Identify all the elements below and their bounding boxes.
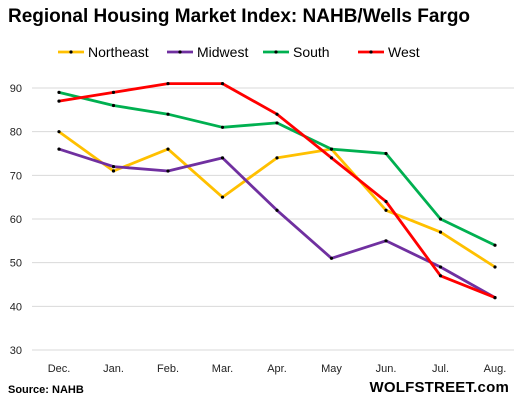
data-point: [493, 265, 497, 269]
data-point: [384, 208, 388, 212]
data-point: [275, 156, 279, 160]
data-point: [438, 274, 443, 278]
legend-marker: [369, 50, 373, 54]
data-point: [220, 82, 225, 86]
data-point: [57, 90, 61, 94]
data-point: [166, 147, 170, 151]
data-point: [111, 103, 116, 108]
legend-marker: [178, 50, 182, 54]
data-point: [384, 239, 388, 243]
data-point: [166, 169, 170, 173]
legend-label: Midwest: [197, 44, 248, 60]
x-tick-label: May: [321, 363, 342, 375]
y-tick-label: 60: [10, 214, 22, 226]
source-note: Source: NAHB: [8, 384, 84, 396]
series-west: [57, 82, 497, 300]
data-point: [329, 147, 334, 151]
chart-title: Regional Housing Market Index: NAHB/Well…: [8, 6, 471, 27]
x-tick-label: Mar.: [212, 363, 233, 375]
data-point: [57, 130, 61, 134]
data-point: [329, 156, 334, 160]
data-point: [329, 256, 334, 260]
legend-marker: [69, 50, 73, 54]
y-tick-label: 80: [10, 127, 22, 139]
data-point: [275, 112, 279, 116]
data-point: [57, 99, 61, 103]
data-point: [438, 230, 443, 234]
data-point: [493, 243, 497, 247]
x-tick-label: Aug.: [484, 363, 507, 375]
legend: Northeast Midwest South West: [58, 44, 420, 60]
data-point: [438, 217, 443, 221]
legend-label: West: [388, 44, 420, 60]
series-south: [57, 90, 497, 247]
legend-label: South: [293, 44, 330, 60]
data-point: [166, 82, 170, 86]
data-point: [220, 125, 225, 129]
data-point: [493, 296, 497, 300]
data-point: [438, 265, 443, 269]
y-tick-label: 30: [10, 345, 22, 357]
x-tick-label: Dec.: [48, 363, 71, 375]
data-point: [275, 208, 279, 212]
brand-watermark: WOLFSTREET.com: [369, 379, 509, 396]
data-point: [166, 112, 170, 116]
legend-item-northeast: Northeast: [58, 44, 149, 60]
data-point: [275, 121, 279, 125]
x-tick-label: Jul.: [432, 363, 449, 375]
y-tick-label: 90: [10, 83, 22, 95]
legend-marker: [274, 50, 278, 54]
y-axis-ticks: 30 40 50 60 70 80 90: [10, 83, 22, 357]
legend-item-south: South: [263, 44, 330, 60]
data-point: [384, 151, 388, 156]
legend-item-midwest: Midwest: [167, 44, 248, 60]
x-axis-ticks: Dec. Jan. Feb. Mar. Apr. May Jun. Jul. Aug.: [48, 363, 507, 375]
y-tick-label: 50: [10, 258, 22, 270]
data-point: [111, 90, 116, 94]
legend-item-west: West: [358, 44, 420, 60]
x-tick-label: Feb.: [157, 363, 179, 375]
series-line: [57, 147, 497, 300]
data-point: [220, 195, 225, 199]
y-tick-label: 70: [10, 170, 22, 182]
x-tick-label: Jun.: [376, 363, 397, 375]
data-point: [111, 165, 116, 169]
x-tick-label: Jan.: [103, 363, 124, 375]
x-tick-label: Apr.: [267, 363, 287, 375]
data-point: [57, 147, 61, 151]
series-lines: [57, 82, 497, 300]
data-point: [384, 199, 388, 204]
series-line: [57, 130, 497, 269]
series-northeast: [57, 130, 497, 269]
data-point: [111, 169, 116, 173]
legend-label: Northeast: [88, 44, 149, 60]
series-midwest: [57, 147, 497, 300]
y-tick-label: 40: [10, 301, 22, 313]
data-point: [220, 156, 225, 160]
